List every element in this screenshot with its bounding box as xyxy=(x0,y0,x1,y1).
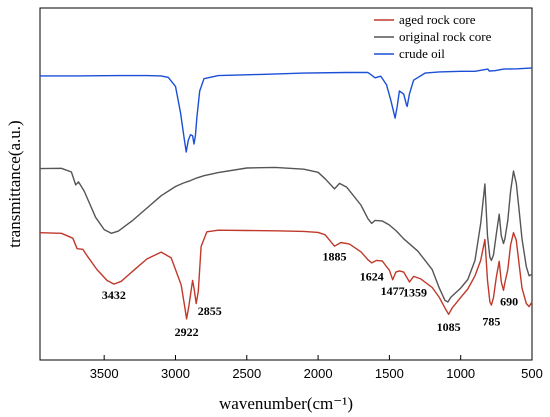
series-layer xyxy=(39,67,533,320)
x-tick-label: 1000 xyxy=(446,366,475,381)
y-axis-title: transmittance(a.u.) xyxy=(5,120,24,247)
x-tick-label: 2500 xyxy=(232,366,261,381)
series-line-crude-oil xyxy=(40,67,533,153)
peak-label: 1477 xyxy=(381,284,405,298)
legend: aged rock core original rock core crude oi… xyxy=(374,12,492,61)
x-tick-label: 500 xyxy=(521,366,543,381)
x-tick-label: 3500 xyxy=(90,366,119,381)
peak-label: 2922 xyxy=(175,325,199,339)
legend-label: aged rock core xyxy=(399,12,476,27)
peak-label: 1885 xyxy=(322,249,346,263)
plot-frame xyxy=(39,7,533,361)
peak-label: 690 xyxy=(500,295,518,309)
peak-label: 1085 xyxy=(437,320,461,334)
series-line-original-rock-core xyxy=(39,166,533,303)
x-tick-label: 3000 xyxy=(161,366,190,381)
peak-label: 785 xyxy=(482,315,500,329)
series-line-aged-rock-core xyxy=(39,229,533,320)
x-axis-ticks: 3500 3000 2500 2000 1500 1000 500 xyxy=(90,355,543,381)
peak-label: 3432 xyxy=(102,288,126,302)
peak-label: 2855 xyxy=(198,304,222,318)
x-tick-label: 1500 xyxy=(375,366,404,381)
x-axis-title: wavenumber(cm⁻¹) xyxy=(219,394,353,413)
legend-label: crude oil xyxy=(399,46,445,61)
x-tick-label: 2000 xyxy=(304,366,333,381)
peak-label: 1624 xyxy=(360,269,384,283)
peak-label: 1359 xyxy=(403,285,427,299)
legend-label: original rock core xyxy=(399,29,492,44)
